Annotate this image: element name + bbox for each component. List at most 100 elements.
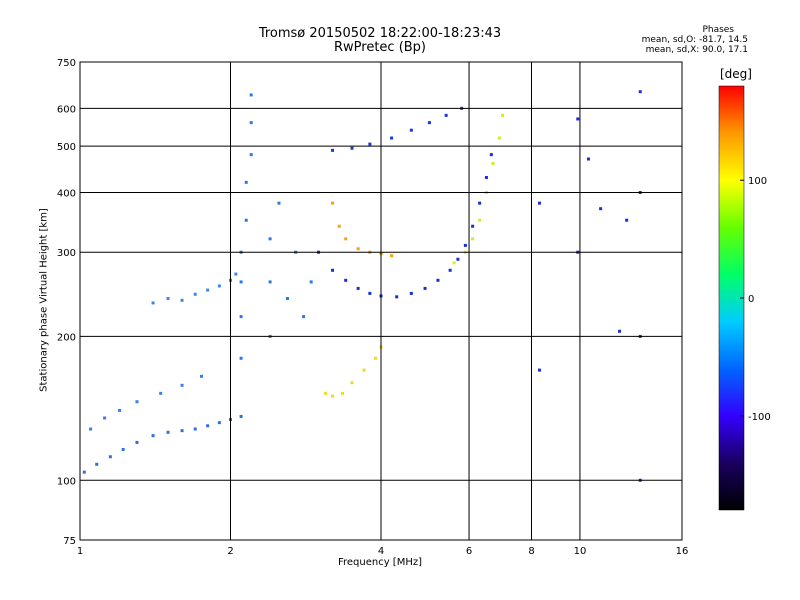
- data-point: [244, 218, 248, 222]
- stats-x-mode: mean, sd,X: 90.0, 17.1: [645, 45, 748, 55]
- data-point: [324, 391, 328, 395]
- chart-subtitle: RwPretec (Bp): [333, 40, 427, 55]
- data-point: [239, 414, 243, 418]
- data-point: [356, 286, 360, 290]
- data-point: [501, 113, 505, 117]
- data-point: [151, 434, 155, 438]
- y-tick-label: 400: [57, 188, 76, 199]
- data-point: [166, 297, 170, 301]
- data-point: [599, 207, 603, 211]
- y-tick-label: 600: [57, 104, 76, 115]
- data-point: [249, 121, 253, 125]
- data-point: [436, 278, 440, 282]
- data-point: [239, 356, 243, 360]
- colorbar-tick-label: -100: [748, 412, 771, 423]
- data-point: [390, 254, 394, 258]
- data-point: [249, 153, 253, 157]
- data-point: [331, 394, 335, 398]
- data-point: [423, 286, 427, 290]
- data-point: [206, 288, 210, 292]
- data-point: [135, 440, 139, 444]
- x-tick-label: 1: [77, 546, 83, 557]
- data-point: [362, 368, 366, 372]
- data-point: [368, 291, 372, 295]
- data-point: [344, 278, 348, 282]
- data-point: [331, 201, 335, 205]
- data-point: [471, 224, 475, 228]
- data-point: [337, 224, 341, 228]
- data-point: [484, 175, 488, 179]
- x-axis-label: Frequency [MHz]: [337, 557, 423, 568]
- stats-o-mode: mean, sd,O: -81.7, 14.5: [641, 35, 748, 45]
- data-point: [331, 268, 335, 272]
- data-point: [576, 117, 580, 121]
- x-ticks: 1 2 4 6 8 10 16: [77, 546, 689, 557]
- data-point: [95, 462, 99, 466]
- y-axis-label: Stationary phase Virtual Height [km]: [38, 208, 50, 392]
- data-point: [89, 427, 93, 431]
- points-layer: [82, 90, 642, 482]
- data-point: [234, 272, 238, 276]
- colorbar-tick-label: 100: [748, 176, 767, 187]
- y-tick-label: 300: [57, 248, 76, 259]
- data-point: [217, 421, 221, 425]
- data-point: [108, 455, 112, 459]
- data-point: [478, 218, 482, 222]
- data-point: [448, 268, 452, 272]
- data-point: [151, 301, 155, 305]
- data-point: [135, 400, 139, 404]
- grid-layer: [79, 61, 683, 541]
- x-tick-label: 4: [378, 546, 384, 557]
- data-point: [586, 157, 590, 161]
- data-point: [452, 261, 456, 265]
- y-tick-label: 100: [57, 476, 76, 487]
- data-point: [368, 142, 372, 146]
- data-point: [463, 243, 467, 247]
- chart-title: Tromsø 20150502 18:22:00-18:23:43: [258, 26, 502, 41]
- data-point: [390, 136, 394, 140]
- data-point: [121, 447, 125, 451]
- x-tick-label: 16: [676, 546, 689, 557]
- data-point: [206, 424, 210, 428]
- data-point: [302, 315, 306, 319]
- data-point: [537, 201, 541, 205]
- data-point: [497, 136, 501, 140]
- data-point: [374, 356, 378, 360]
- data-point: [471, 237, 475, 241]
- data-point: [456, 257, 460, 261]
- data-point: [82, 470, 86, 474]
- stats-heading: Phases: [702, 25, 734, 35]
- data-point: [340, 391, 344, 395]
- data-point: [268, 237, 272, 241]
- data-point: [444, 113, 448, 117]
- data-point: [159, 391, 163, 395]
- data-point: [395, 295, 399, 299]
- data-point: [344, 237, 348, 241]
- data-point: [331, 148, 335, 152]
- data-point: [356, 247, 360, 251]
- y-ticks: 75 100 200 300 400 500 600 750: [57, 58, 76, 547]
- plot-frame: [79, 61, 683, 541]
- data-point: [491, 161, 495, 165]
- data-point: [268, 280, 272, 284]
- data-point: [193, 292, 197, 296]
- x-tick-label: 8: [528, 546, 534, 557]
- data-point: [200, 374, 204, 378]
- data-point: [103, 416, 107, 420]
- y-tick-label: 750: [57, 58, 76, 69]
- data-point: [118, 408, 122, 412]
- data-point: [180, 429, 184, 433]
- data-point: [285, 297, 289, 301]
- colorbar-label: [deg]: [720, 67, 752, 81]
- data-point: [478, 201, 482, 205]
- data-point: [350, 381, 354, 385]
- x-tick-label: 2: [227, 546, 233, 557]
- data-point: [625, 218, 629, 222]
- y-tick-label: 75: [63, 536, 76, 547]
- y-tick-label: 200: [57, 332, 76, 343]
- data-point: [350, 146, 354, 150]
- data-point: [166, 430, 170, 434]
- data-point: [309, 280, 313, 284]
- data-point: [239, 315, 243, 319]
